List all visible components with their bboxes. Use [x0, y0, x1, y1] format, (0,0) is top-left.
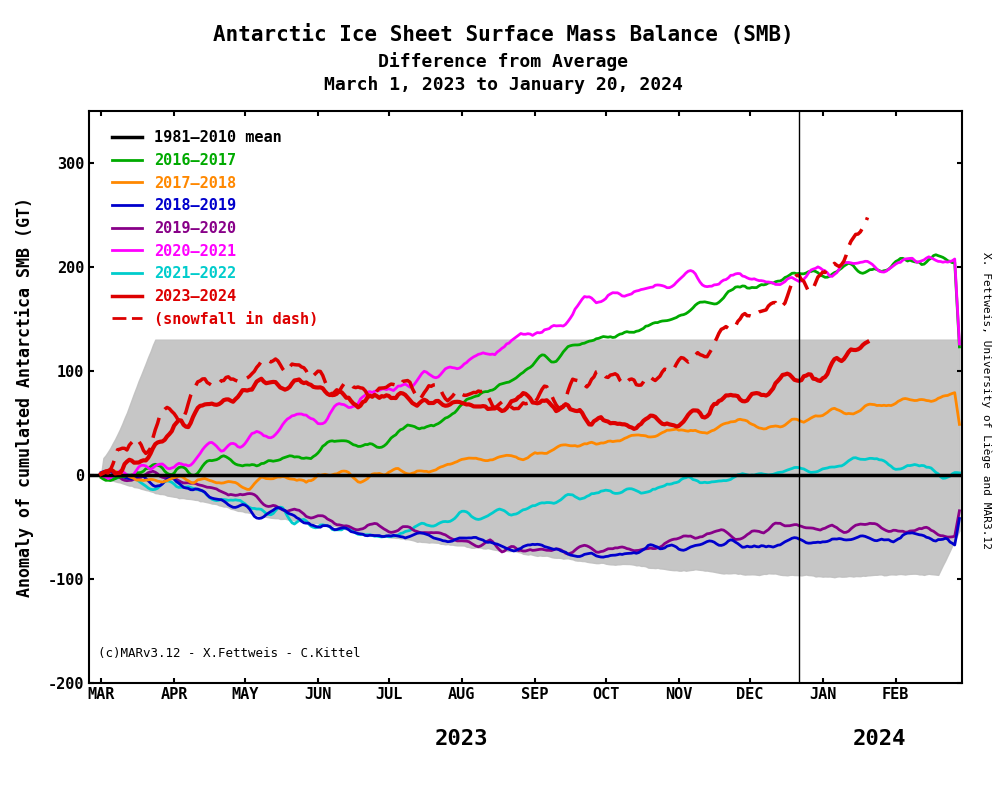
Text: March 1, 2023 to January 20, 2024: March 1, 2023 to January 20, 2024 [324, 76, 683, 94]
Text: 2024: 2024 [853, 730, 906, 750]
Text: X. Fettweis, University of Liège and MAR3.12: X. Fettweis, University of Liège and MAR… [982, 251, 992, 549]
Y-axis label: Anomaly of cumulated Antarctica SMB (GT): Anomaly of cumulated Antarctica SMB (GT) [15, 197, 34, 597]
Legend: 1981–2010 mean, 2016–2017, 2017–2018, 2018–2019, 2019–2020, 2020–2021, 2021–2022: 1981–2010 mean, 2016–2017, 2017–2018, 20… [106, 124, 325, 333]
Text: (c)MARv3.12 - X.Fettweis - C.Kittel: (c)MARv3.12 - X.Fettweis - C.Kittel [98, 646, 361, 660]
Text: Difference from Average: Difference from Average [379, 52, 628, 71]
Text: Antarctic Ice Sheet Surface Mass Balance (SMB): Antarctic Ice Sheet Surface Mass Balance… [213, 24, 794, 45]
Text: 2023: 2023 [435, 730, 488, 750]
